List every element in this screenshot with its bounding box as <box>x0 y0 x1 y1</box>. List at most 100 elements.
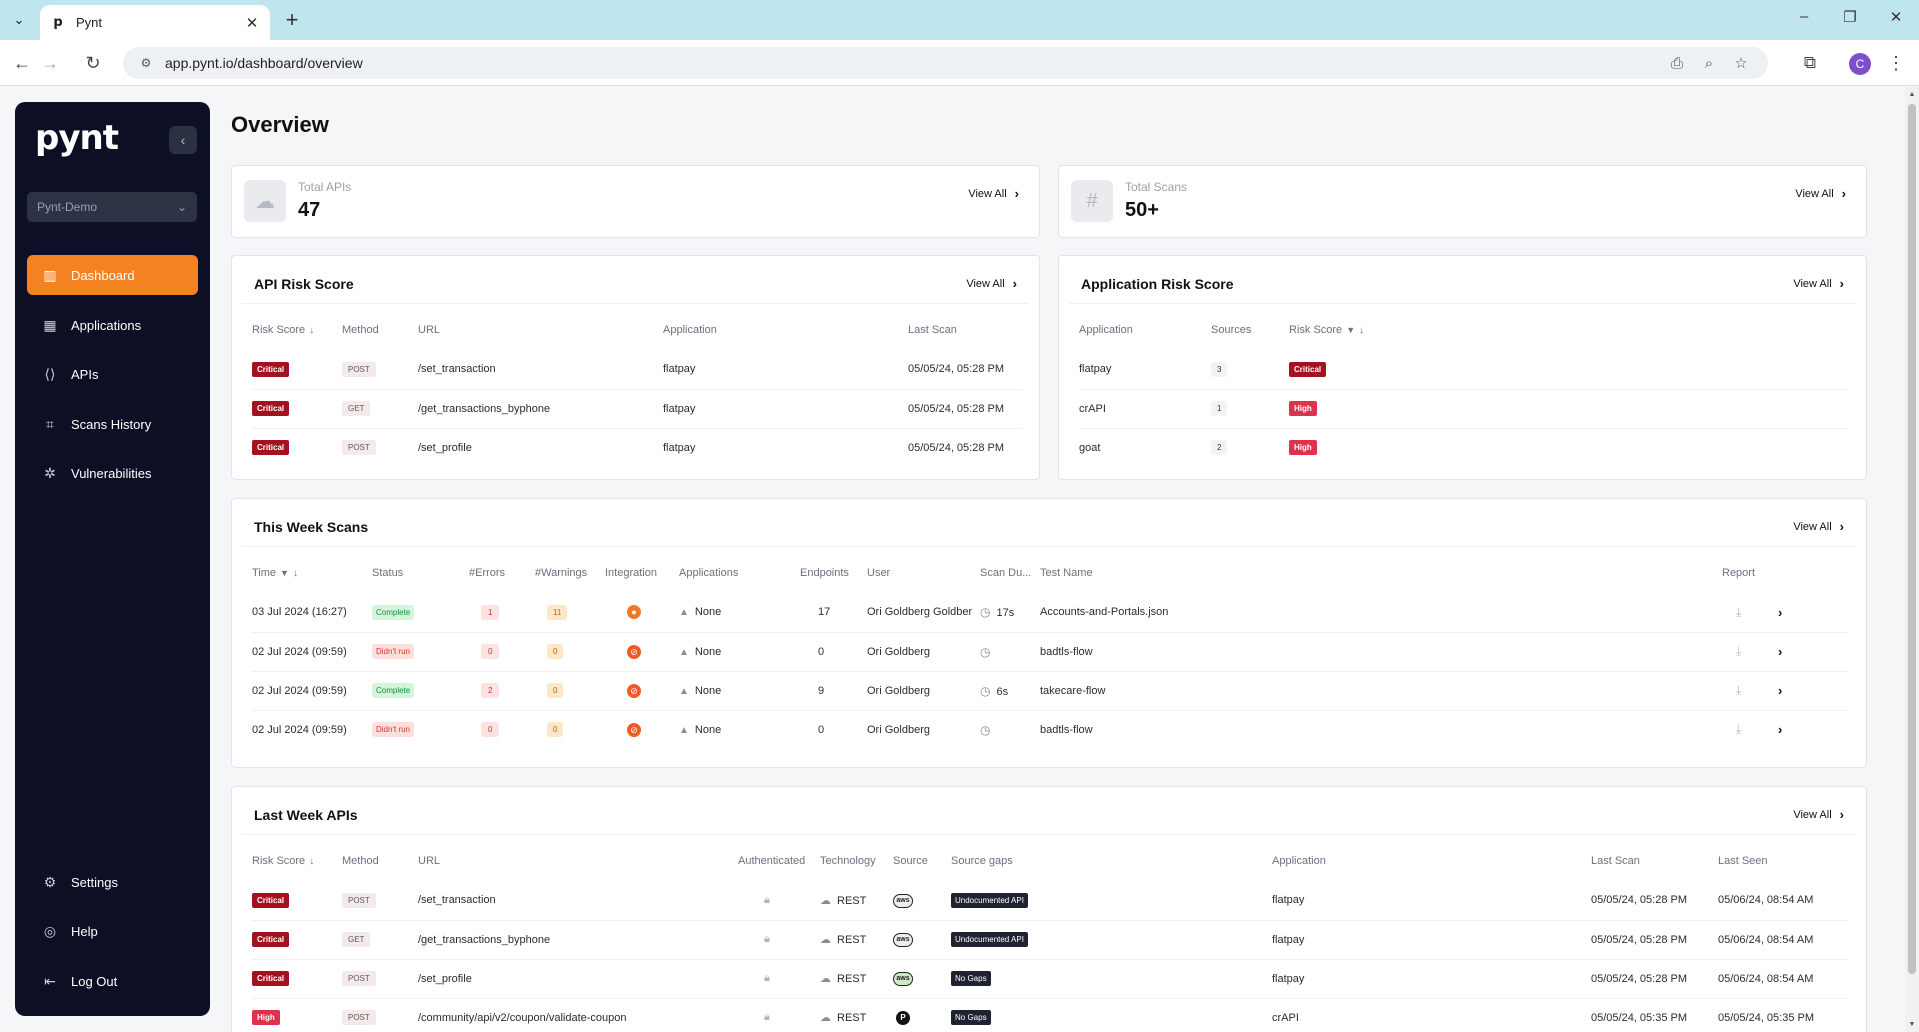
sidebar-item-applications[interactable]: ▦ Applications <box>27 305 198 345</box>
endpoints-cell: 17 <box>800 593 867 633</box>
minimize-icon[interactable]: – <box>1799 8 1809 25</box>
method-badge: GET <box>342 401 371 416</box>
table-row[interactable]: Critical GET /get_transactions_byphone f… <box>252 389 1022 429</box>
view-all-button[interactable]: View All › <box>1793 519 1844 534</box>
zoom-icon[interactable]: ⌕ <box>1704 54 1714 72</box>
table-row[interactable]: High POST /community/api/v2/coupon/valid… <box>252 998 1848 1032</box>
new-tab-icon[interactable]: + <box>285 7 299 32</box>
url-cell: /get_transactions_byphone <box>418 389 663 429</box>
browser-tab[interactable]: p Pynt ✕ <box>40 5 270 40</box>
scroll-down-icon[interactable]: ▼ <box>1908 1021 1916 1028</box>
table-row[interactable]: Critical POST /set_profile flatpay 05/05… <box>252 428 1022 467</box>
scroll-up-icon[interactable]: ▲ <box>1908 91 1916 98</box>
profile-avatar[interactable]: C <box>1849 53 1871 75</box>
table-row[interactable]: flatpay 3 Critical <box>1079 350 1849 390</box>
column-header[interactable]: Risk Score ↓ <box>252 855 315 867</box>
card-header: Application Risk Score View All › <box>1069 264 1856 304</box>
back-icon[interactable]: ← <box>13 52 31 73</box>
collapse-sidebar-button[interactable]: ‹ <box>169 126 197 154</box>
risk-badge: Critical <box>252 892 290 908</box>
table-row[interactable]: crAPI 1 High <box>1079 389 1849 429</box>
sidebar-item-logout[interactable]: ⇤ Log Out <box>27 961 198 1001</box>
tab-list-chevron-icon[interactable]: ⌄ <box>13 12 25 27</box>
api-risk-score-card: API Risk Score View All › Risk Score ↓ Me… <box>231 255 1040 480</box>
table-row[interactable]: Critical GET /get_transactions_byphone 🔒… <box>252 920 1848 960</box>
extensions-icon[interactable]: ⧉ <box>1803 53 1817 72</box>
risk-badge: Critical <box>1289 361 1327 377</box>
column-header: Status <box>372 567 404 579</box>
view-all-button[interactable]: View All › <box>1793 807 1844 822</box>
download-icon[interactable]: ⤓ <box>1736 683 1742 697</box>
view-all-label: View All <box>1793 808 1832 821</box>
column-header: Source gaps <box>951 855 1013 867</box>
url-text[interactable]: app.pynt.io/dashboard/overview <box>165 55 363 71</box>
browser-menu-icon[interactable]: ⋮ <box>1887 52 1905 73</box>
column-header: Last Scan <box>908 324 957 336</box>
chevron-right-icon[interactable]: › <box>1778 604 1783 620</box>
view-all-button[interactable]: View All › <box>1793 276 1844 291</box>
chevron-right-icon[interactable]: › <box>1778 644 1783 659</box>
restore-icon[interactable]: ❐ <box>1843 9 1857 26</box>
column-header: User <box>867 567 891 579</box>
close-tab-icon[interactable]: ✕ <box>245 14 259 32</box>
table-row[interactable]: 02 Jul 2024 (09:59) Didn't run 0 0 ⊘ ▲ No… <box>252 632 1848 672</box>
endpoints-cell: 9 <box>800 671 867 711</box>
sidebar-item-settings[interactable]: ⚙ Settings <box>27 862 198 902</box>
table-row[interactable]: Critical POST /set_profile 🔒︎ ☁ REST aws … <box>252 959 1848 999</box>
view-all-button[interactable]: View All › <box>968 186 1019 201</box>
column-header: Report <box>1722 567 1756 579</box>
application-cell: flatpay <box>1272 959 1591 999</box>
sort-arrow-icon: ↓ <box>309 325 315 336</box>
column-header[interactable]: Time ▼ ↓ <box>252 567 298 579</box>
download-icon[interactable]: ⤓ <box>1736 644 1742 658</box>
table-row[interactable]: 02 Jul 2024 (09:59) Didn't run 0 0 ⊘ ▲ No… <box>252 710 1848 749</box>
close-window-icon[interactable]: ✕ <box>1889 9 1903 26</box>
table-row[interactable]: Critical POST /set_transaction flatpay 0… <box>252 350 1022 390</box>
bookmark-star-icon[interactable]: ☆ <box>1734 55 1748 72</box>
chevron-right-icon: › <box>1012 276 1017 291</box>
clock-icon: ◷ <box>980 683 991 698</box>
chevron-right-icon: › <box>1839 519 1844 534</box>
lock-icon: 🔒︎ <box>764 893 770 906</box>
table-row[interactable]: 02 Jul 2024 (09:59) Complete 2 0 ⊘ ▲ None… <box>252 671 1848 711</box>
column-header: URL <box>418 855 441 867</box>
chevron-right-icon[interactable]: › <box>1778 722 1783 738</box>
apis-icon: ⟨⟩ <box>44 365 56 382</box>
column-header[interactable]: Risk Score ▼ ↓ <box>1289 324 1365 336</box>
sidebar-item-help[interactable]: ◎ Help <box>27 911 198 951</box>
sidebar-item-scans-history[interactable]: ⌗ Scans History <box>27 404 198 444</box>
site-info-icon[interactable]: ⚙ <box>140 56 152 70</box>
table-row[interactable]: 03 Jul 2024 (16:27) Complete 1 11 ● ▲ Non… <box>252 593 1848 633</box>
table-row[interactable]: goat 2 High <box>1079 428 1849 467</box>
sidebar-item-vulnerabilities[interactable]: ✲ Vulnerabilities <box>27 453 198 493</box>
column-header: Applications <box>679 567 739 579</box>
sidebar-item-apis[interactable]: ⟨⟩ APIs <box>27 354 198 394</box>
last-seen-cell: 05/06/24, 08:54 AM <box>1718 920 1848 960</box>
organization-select[interactable]: Pynt-Demo ⌄ <box>27 192 197 222</box>
sidebar-item-label: Vulnerabilities <box>71 465 152 481</box>
errors-count: 1 <box>481 604 500 620</box>
application-cell: flatpay <box>1079 350 1211 390</box>
install-app-icon[interactable]: ⎙ <box>1670 54 1683 72</box>
filter-icon: ▼ <box>280 568 289 578</box>
view-all-button[interactable]: View All › <box>1795 186 1846 201</box>
chevron-right-icon[interactable]: › <box>1778 683 1783 698</box>
table-row[interactable]: Critical POST /set_transaction 🔒︎ ☁ REST … <box>252 881 1848 921</box>
view-all-button[interactable]: View All › <box>966 276 1017 291</box>
column-header[interactable]: Risk Score ↓ <box>252 324 315 336</box>
status-badge: Complete <box>372 683 415 698</box>
warning-triangle-icon: ▲ <box>679 724 689 736</box>
scrollbar-thumb[interactable] <box>1908 104 1916 974</box>
reload-icon[interactable]: ↻ <box>85 52 101 73</box>
help-icon: ◎ <box>43 922 57 939</box>
browser-toolbar: ← → ↻ ⚙ app.pynt.io/dashboard/overview ⎙… <box>0 40 1919 86</box>
download-icon[interactable]: ⤓ <box>1736 604 1742 619</box>
application-cell: flatpay <box>1272 881 1591 921</box>
sidebar-item-dashboard[interactable]: ▥ Dashboard <box>27 255 198 295</box>
card-header: Last Week APIs View All › <box>242 795 1856 835</box>
status-badge: Complete <box>372 604 415 620</box>
address-bar[interactable]: ⚙ app.pynt.io/dashboard/overview ⎙ ⌕ ☆ <box>123 47 1768 79</box>
stat-value: 50+ <box>1125 199 1159 221</box>
download-icon[interactable]: ⤓ <box>1736 722 1742 737</box>
forward-icon[interactable]: → <box>41 52 59 73</box>
